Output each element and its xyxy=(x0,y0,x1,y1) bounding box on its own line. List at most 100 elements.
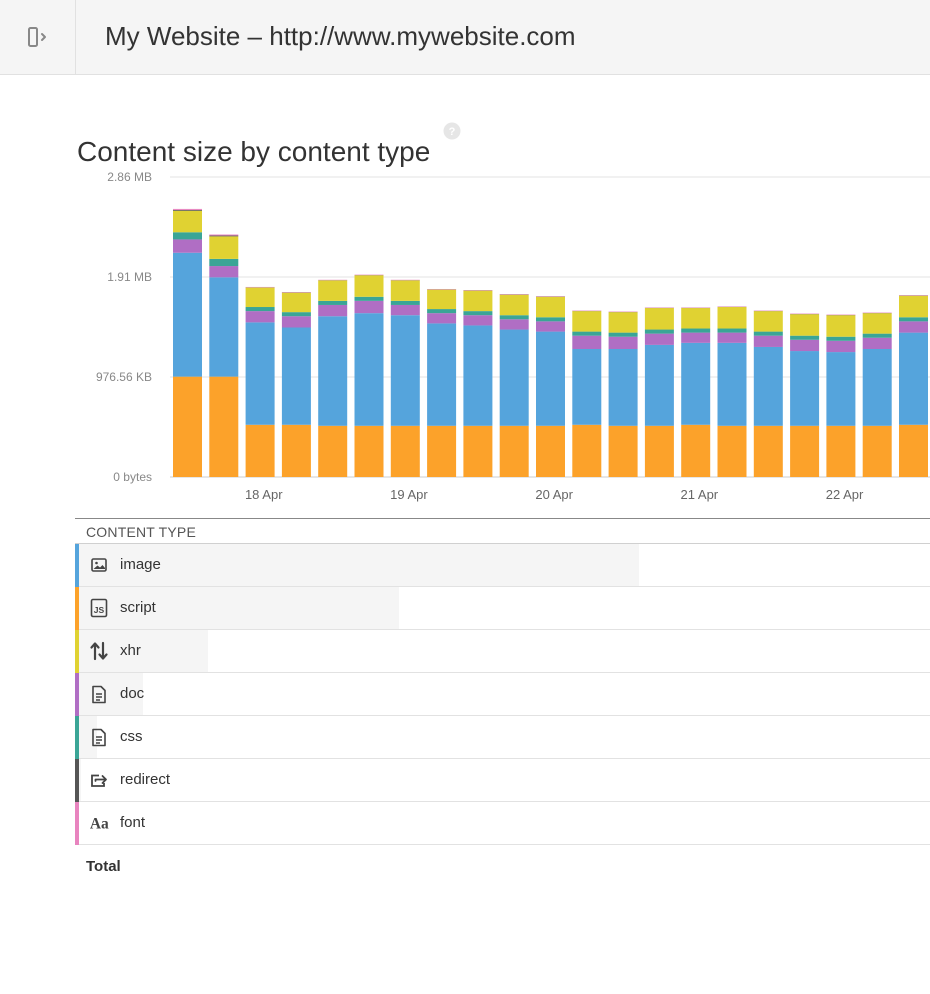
bar-segment-css xyxy=(390,300,420,305)
bar-segment-image xyxy=(281,327,311,425)
bar-segment-css xyxy=(318,300,348,305)
bar-segment-image xyxy=(644,344,674,426)
x-tick-label: 21 Apr xyxy=(681,487,719,502)
bar-segment-image xyxy=(173,252,202,377)
content-type-label: css xyxy=(120,728,143,745)
content-type-table: CONTENT TYPE image JS script xhr doc css redir… xyxy=(75,518,930,888)
image-icon xyxy=(89,555,109,575)
content-type-label: redirect xyxy=(120,771,171,788)
bar-segment-xhr xyxy=(390,280,420,301)
content-type-row-font[interactable]: Aa font xyxy=(75,802,930,845)
bar-segment-xhr xyxy=(572,311,602,332)
bar-segment-redirect xyxy=(209,235,239,237)
help-icon[interactable]: ? xyxy=(443,122,461,140)
bar-segment-xhr xyxy=(717,307,747,329)
bar-segment-script xyxy=(644,425,674,477)
bar-segment-image xyxy=(245,322,275,425)
y-tick-label: 976.56 KB xyxy=(96,370,152,384)
bar-segment-doc xyxy=(281,316,311,328)
bar-segment-css xyxy=(899,317,928,322)
bar-segment-xhr xyxy=(899,295,928,318)
bar-segment-script xyxy=(753,425,783,477)
bar-segment-xhr xyxy=(245,287,275,308)
bar-segment-doc xyxy=(644,333,674,345)
bar-segment-script xyxy=(717,425,747,477)
share-bar xyxy=(75,673,143,715)
js-file-icon: JS xyxy=(89,598,109,618)
bar-segment-doc xyxy=(427,313,457,324)
bar-segment-image xyxy=(790,351,820,426)
bar-segment-script xyxy=(173,376,202,477)
bar-segment-script xyxy=(790,425,820,477)
bar-segment-xhr xyxy=(608,312,638,333)
content-type-row-redirect[interactable]: redirect xyxy=(75,759,930,802)
stacked-bar-chart: 0 bytes 976.56 KB 1.91 MB 2.86 MB 18 Apr 19 A… xyxy=(96,170,930,502)
bar-segment-xhr xyxy=(463,290,493,312)
up-down-arrows-icon xyxy=(89,641,109,661)
svg-text:Aa: Aa xyxy=(90,815,109,832)
bar-segment-script xyxy=(390,425,420,477)
y-tick-label: 2.86 MB xyxy=(107,170,152,184)
bar-segment-css xyxy=(862,333,892,338)
bar-segment-script xyxy=(281,424,311,477)
bar-segment-doc xyxy=(209,266,239,278)
bar-segment-css xyxy=(753,331,783,336)
x-tick-label: 22 Apr xyxy=(826,487,864,502)
bar-segment-script xyxy=(427,425,457,477)
bar-segment-css xyxy=(354,296,384,301)
bar-segment-font xyxy=(173,208,202,210)
bar-segment-css xyxy=(717,328,747,333)
bar-segment-xhr xyxy=(753,311,783,332)
bar-segment-image xyxy=(390,315,420,426)
bar-segment-css xyxy=(608,332,638,337)
share-bar xyxy=(75,587,400,629)
content-type-row-css[interactable]: css xyxy=(75,716,930,759)
bar-segment-script xyxy=(318,425,348,477)
y-tick-label: 1.91 MB xyxy=(107,270,152,284)
bar-segment-image xyxy=(862,349,892,426)
content-type-row-image[interactable]: image xyxy=(75,544,930,587)
document-icon xyxy=(89,684,109,704)
bar-segment-xhr xyxy=(644,308,674,330)
bar-segment-xhr xyxy=(318,280,348,301)
svg-text:JS: JS xyxy=(94,605,105,615)
color-stripe xyxy=(75,544,79,587)
bar-segment-css xyxy=(245,307,275,312)
bar-segment-doc xyxy=(572,335,602,350)
bar-segment-image xyxy=(536,331,565,426)
bar-segment-css xyxy=(826,336,856,341)
svg-text:?: ? xyxy=(449,126,456,138)
bar-segment-css xyxy=(173,232,202,240)
bar-segment-doc xyxy=(536,321,565,332)
bar-segment-xhr xyxy=(281,292,311,313)
font-icon: Aa xyxy=(89,813,109,833)
top-bar: My Website – http://www.mywebsite.com xyxy=(0,0,930,75)
content-type-row-script[interactable]: JS script xyxy=(75,587,930,630)
color-stripe xyxy=(75,630,79,673)
bar-segment-xhr xyxy=(536,296,565,318)
bar-segment-xhr xyxy=(790,314,820,336)
content-type-label: doc xyxy=(120,685,145,702)
x-tick-label: 20 Apr xyxy=(535,487,573,502)
bar-segment-script xyxy=(681,424,711,477)
content-type-row-doc[interactable]: doc xyxy=(75,673,930,716)
document-icon xyxy=(89,727,109,747)
total-label: Total xyxy=(86,858,121,875)
content-size-chart: 0 bytes 976.56 KB 1.91 MB 2.86 MB 18 Apr 19 A… xyxy=(0,160,930,510)
sidebar-collapse-icon[interactable] xyxy=(0,0,76,74)
bar-segment-image xyxy=(753,346,783,426)
content-type-label: script xyxy=(120,599,156,616)
bar-segment-image xyxy=(681,342,711,425)
content-type-row-xhr[interactable]: xhr xyxy=(75,630,930,673)
bar-segment-script xyxy=(608,425,638,477)
color-stripe xyxy=(75,673,79,716)
bar-segment-image xyxy=(899,332,928,425)
redirect-arrow-icon xyxy=(89,770,109,790)
share-bar xyxy=(75,544,640,586)
bar-segment-doc xyxy=(753,335,783,347)
bar-segment-doc xyxy=(173,239,202,253)
bar-segment-image xyxy=(499,329,529,426)
bar-segment-doc xyxy=(463,315,493,326)
bar-segment-image xyxy=(318,316,348,426)
bar-segment-script xyxy=(572,424,602,477)
